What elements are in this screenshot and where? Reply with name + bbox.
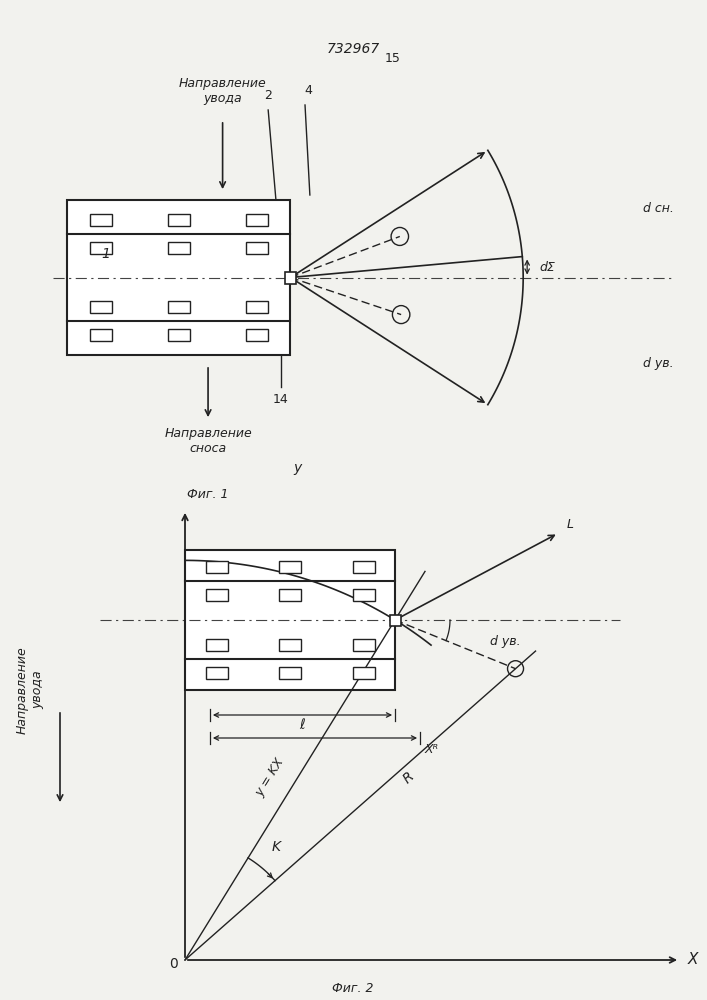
Bar — [67, 200, 291, 355]
Bar — [168, 301, 189, 313]
Bar — [279, 561, 301, 573]
Text: L: L — [566, 518, 573, 531]
Text: dΣ: dΣ — [539, 261, 556, 274]
Text: Фиг. 2: Фиг. 2 — [332, 982, 374, 995]
Bar — [90, 214, 112, 226]
Bar — [206, 561, 228, 573]
Bar — [185, 550, 395, 690]
Bar — [90, 301, 112, 313]
Bar — [279, 667, 301, 679]
Bar — [168, 329, 189, 341]
Text: 15: 15 — [385, 52, 400, 66]
Text: K: K — [272, 840, 281, 854]
Bar — [206, 589, 228, 601]
Text: 14: 14 — [273, 393, 288, 406]
Bar — [353, 561, 375, 573]
Bar — [168, 214, 189, 226]
Text: 0: 0 — [169, 957, 177, 971]
Text: d ув.: d ув. — [490, 635, 520, 648]
Text: 2: 2 — [264, 89, 272, 102]
Bar — [90, 242, 112, 254]
Bar — [246, 214, 268, 226]
Bar — [285, 271, 296, 284]
Text: Фиг. 1: Фиг. 1 — [187, 488, 229, 501]
Bar — [246, 242, 268, 254]
Bar — [206, 667, 228, 679]
Bar — [279, 589, 301, 601]
Text: X: X — [688, 952, 699, 968]
Text: Направление
сноса: Направление сноса — [164, 427, 252, 455]
Text: Xᴿ: Xᴿ — [425, 743, 439, 756]
Text: 732967: 732967 — [327, 42, 380, 56]
Text: R: R — [401, 770, 417, 787]
Bar — [353, 639, 375, 651]
Text: d ув.: d ув. — [643, 358, 674, 370]
Text: ℓ: ℓ — [300, 718, 305, 732]
Bar — [168, 242, 189, 254]
Bar — [246, 301, 268, 313]
Bar — [353, 589, 375, 601]
Text: d сн.: d сн. — [643, 202, 674, 216]
Text: Направление
увода: Направление увода — [16, 646, 44, 734]
Text: 4: 4 — [304, 84, 312, 97]
Bar — [279, 639, 301, 651]
Text: 1: 1 — [101, 246, 110, 260]
Bar — [90, 329, 112, 341]
Text: y = KX: y = KX — [253, 755, 286, 799]
Text: y: y — [294, 461, 302, 475]
Bar — [390, 614, 400, 626]
Bar — [246, 329, 268, 341]
Text: Направление
увода: Направление увода — [179, 77, 267, 105]
Bar — [206, 639, 228, 651]
Bar — [353, 667, 375, 679]
